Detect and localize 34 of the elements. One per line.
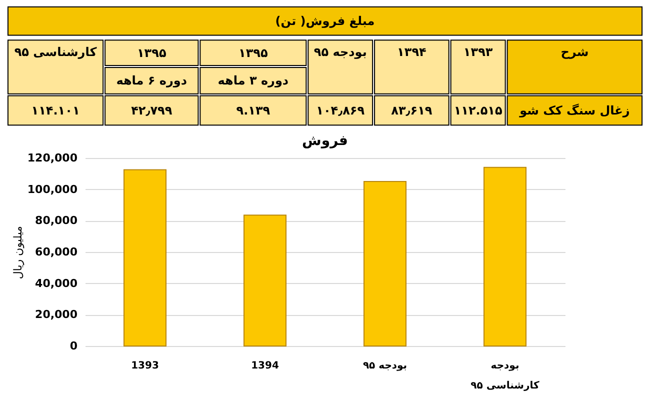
y-tick-label: 20,000 (35, 308, 78, 322)
y-axis-title: میلیون ریال (11, 226, 24, 280)
text: ۱۰۴٫۸۶۹ (316, 103, 366, 118)
text: دوره ۳ ماهه (218, 74, 289, 88)
text: دوره ۶ ماهه (116, 74, 188, 88)
bar (244, 214, 286, 346)
text: ۱۳۹۳ (463, 44, 494, 59)
x-tick-label: 1394 (251, 360, 279, 372)
y-tick-label: 40,000 (35, 276, 78, 290)
text: ۴۲٫۷۹۹ (131, 103, 173, 118)
x-tick-label: بودجه کارشناسی ۹۵ (470, 360, 540, 392)
y-tick-label: 60,000 (35, 246, 78, 258)
text: ۱۳۹۵ (238, 46, 268, 60)
x-tick-label: بودجه ۹۵ (362, 360, 408, 372)
text: ۹.۱۳۹ (236, 103, 271, 118)
text: مبلغ فروش( تن) (275, 14, 375, 28)
text: ۱۳۹۴ (397, 44, 426, 59)
bar (124, 169, 166, 346)
text: بودجه ۹۵ (314, 44, 367, 59)
text: ۸۳٫۶۱۹ (391, 103, 433, 118)
y-tick-label: 100,000 (27, 182, 78, 196)
text: ۱۳۹۵ (136, 46, 166, 60)
text: ۱۱۴.۱۰۱ (31, 103, 80, 118)
x-tick-label: 1393 (131, 360, 159, 372)
y-tick-label: 120,000 (27, 152, 78, 164)
y-tick-label: 80,000 (35, 214, 78, 228)
text: ۱۱۲.۵۱۵ (454, 103, 502, 118)
text: کارشناسی ۹۵ (14, 44, 97, 59)
chart-title: فروش (302, 133, 348, 149)
bar (364, 181, 406, 346)
text: زغال سنگ کک شو (518, 103, 630, 118)
bar (484, 166, 526, 346)
y-tick-label: 0 (70, 340, 78, 352)
text: شرح (560, 44, 589, 59)
